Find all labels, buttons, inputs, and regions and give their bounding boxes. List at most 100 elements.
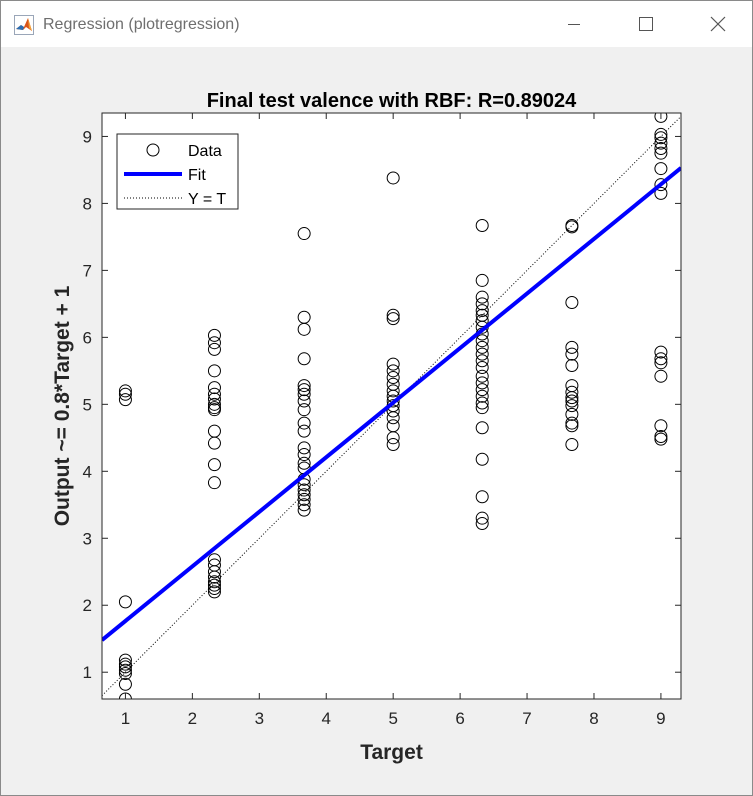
data-point [118, 387, 132, 401]
matlab-icon [14, 15, 34, 35]
data-point [475, 360, 489, 374]
data-point [475, 389, 489, 403]
data-point [475, 340, 489, 354]
data-point [654, 162, 668, 176]
data-point [475, 334, 489, 348]
data-point [654, 419, 668, 433]
y-axis-label: Output ~= 0.8*Target + 1 [51, 285, 74, 526]
data-point [654, 429, 668, 443]
x-tick-label: 6 [455, 709, 464, 728]
legend[interactable]: Data Fit Y = T [116, 133, 239, 210]
data-point [386, 384, 400, 398]
data-point [386, 357, 400, 371]
window-title: Regression (plotregression) [43, 16, 240, 33]
data-point [386, 411, 400, 425]
data-point [565, 416, 579, 430]
data-point [654, 186, 668, 200]
data-point [207, 585, 221, 599]
data-point [386, 394, 400, 408]
data-point [565, 385, 579, 399]
x-tick-label: 9 [656, 709, 665, 728]
data-point [475, 354, 489, 368]
data-point [565, 220, 579, 234]
data-point [654, 352, 668, 366]
data-point [475, 517, 489, 531]
data-point [118, 663, 132, 677]
title-bar[interactable]: Regression (plotregression) [1, 1, 752, 47]
minimize-button[interactable] [551, 1, 597, 47]
data-point [207, 392, 221, 406]
data-point [118, 393, 132, 407]
x-tick-label: 7 [522, 709, 531, 728]
data-point [297, 492, 311, 506]
data-point [654, 356, 668, 370]
data-point [207, 581, 221, 595]
data-point [386, 438, 400, 452]
legend-label-identity: Y = T [188, 191, 226, 208]
data-point [475, 297, 489, 311]
data-point [386, 364, 400, 378]
data-point [565, 399, 579, 413]
legend-box [116, 133, 239, 210]
fit-line [102, 166, 681, 642]
regression-chart: 1 2 3 4 5 6 7 8 9 1 2 3 4 5 6 7 8 9 Final test valence wi… [51, 90, 682, 764]
data-point [297, 424, 311, 438]
data-point [297, 394, 311, 408]
data-point [207, 403, 221, 417]
data-point [118, 667, 132, 681]
y-tick-label: 9 [83, 127, 92, 146]
data-point [297, 488, 311, 502]
data-point [565, 438, 579, 452]
data-point [207, 397, 221, 411]
data-point [654, 345, 668, 359]
y-tick-label: 5 [83, 395, 92, 414]
data-point [207, 575, 221, 589]
maximize-button[interactable] [623, 1, 669, 47]
y-tick-label: 6 [83, 328, 92, 347]
data-point [118, 677, 132, 691]
data-point [207, 436, 221, 450]
data-point [475, 304, 489, 318]
data-point [386, 431, 400, 445]
y-tick-label: 1 [83, 663, 92, 682]
data-point [475, 383, 489, 397]
data-point [654, 432, 668, 446]
x-tick-label: 5 [388, 709, 397, 728]
data-point [386, 171, 400, 185]
data-point [297, 456, 311, 470]
data-point [475, 273, 489, 287]
close-icon [710, 16, 726, 32]
data-point [297, 498, 311, 512]
data-point [207, 578, 221, 592]
data-point [118, 653, 132, 667]
x-tick-label: 4 [322, 709, 331, 728]
x-tick-label: 2 [188, 709, 197, 728]
x-axis-label: Target [360, 741, 423, 764]
data-point [475, 421, 489, 435]
data-point [475, 314, 489, 328]
y-tick-label: 8 [83, 194, 92, 213]
close-button[interactable] [695, 1, 741, 47]
data-point [207, 328, 221, 342]
data-point [475, 452, 489, 466]
data-point [475, 490, 489, 504]
data-point [475, 511, 489, 525]
data-point [654, 141, 668, 155]
legend-data-marker [146, 143, 160, 157]
data-point [654, 113, 668, 123]
data-point [475, 401, 489, 415]
data-point [386, 312, 400, 326]
data-point [207, 570, 221, 584]
x-tick-label: 3 [255, 709, 264, 728]
maximize-icon [639, 17, 653, 31]
data-point [207, 381, 221, 395]
data-point [475, 219, 489, 233]
data-point [475, 396, 489, 410]
data-point [565, 391, 579, 405]
data-point [475, 369, 489, 383]
data-point [565, 340, 579, 354]
data-point [297, 441, 311, 455]
data-point [207, 387, 221, 401]
x-tick-label: 1 [121, 709, 130, 728]
